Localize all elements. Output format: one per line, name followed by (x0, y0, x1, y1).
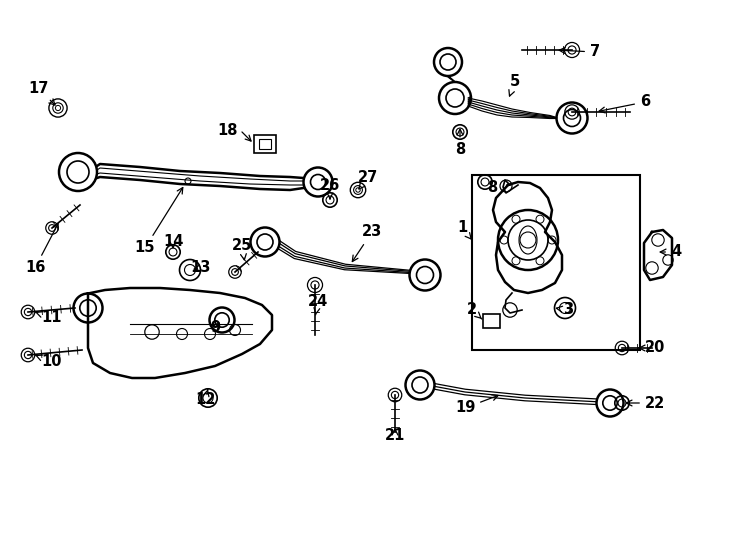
Bar (259, 139, 271, 149)
Text: 26: 26 (320, 178, 340, 199)
Text: 12: 12 (195, 390, 215, 408)
Text: 16: 16 (25, 224, 58, 275)
Polygon shape (493, 182, 562, 293)
Text: 3: 3 (556, 302, 573, 318)
Text: 14: 14 (163, 234, 184, 249)
Text: 1: 1 (457, 220, 472, 240)
Text: 8: 8 (487, 179, 497, 194)
Text: 9: 9 (210, 321, 220, 335)
Text: 8: 8 (455, 129, 465, 158)
Text: 6: 6 (599, 94, 650, 113)
Text: 2: 2 (467, 302, 482, 319)
Text: 15: 15 (135, 187, 183, 255)
Text: 5: 5 (509, 75, 520, 96)
Bar (254, 135, 276, 153)
Text: 13: 13 (190, 260, 210, 275)
Bar (483, 314, 500, 328)
Text: 23: 23 (352, 225, 382, 261)
Text: 24: 24 (308, 294, 328, 315)
Text: 22: 22 (626, 395, 665, 410)
Text: 18: 18 (218, 123, 239, 138)
Text: 19: 19 (455, 395, 498, 415)
Text: 25: 25 (232, 238, 252, 260)
Text: 4: 4 (660, 245, 681, 260)
Text: 10: 10 (36, 354, 62, 369)
Text: 21: 21 (385, 428, 405, 442)
Polygon shape (644, 230, 672, 280)
Polygon shape (88, 288, 272, 378)
Text: 20: 20 (639, 341, 665, 355)
Text: 11: 11 (36, 310, 62, 326)
Text: 17: 17 (28, 80, 55, 105)
Text: 27: 27 (358, 171, 378, 189)
Text: 7: 7 (559, 44, 600, 59)
Bar (472, 175, 640, 350)
